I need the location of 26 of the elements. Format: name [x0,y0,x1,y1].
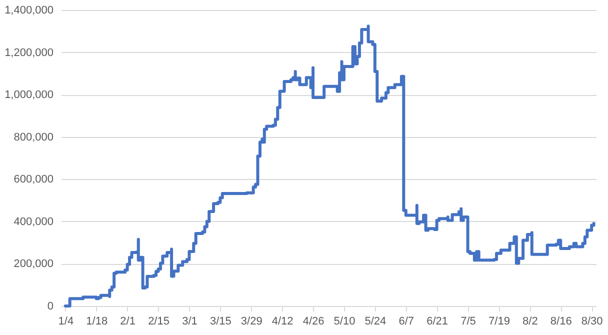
x-tick-label: 8/30 [581,316,603,328]
x-tick-label: 1/4 [58,316,74,328]
x-tick-label: 2/1 [120,316,136,328]
y-tick-label: 1,400,000 [4,4,54,16]
x-tick-label: 3/15 [210,316,232,328]
x-tick-label: 6/7 [398,316,414,328]
y-tick-label: 600,000 [14,174,54,186]
y-tick-label: 1,000,000 [4,89,54,102]
y-tick-label: 800,000 [14,131,54,144]
x-tick-label: 5/24 [364,316,386,328]
x-tick-label: 4/26 [302,316,324,328]
x-tick-label: 1/18 [86,316,108,328]
x-tick-label: 3/29 [240,316,262,328]
x-tick-label: 4/12 [272,316,294,328]
x-tick-label: 7/5 [460,316,476,328]
x-tick-label: 8/16 [550,316,572,328]
y-tick-label: 400,000 [14,216,54,228]
y-tick-label: 1,200,000 [4,46,54,59]
x-tick-label: 3/1 [182,316,198,328]
x-tick-label: 6/21 [426,316,448,328]
x-tick-label: 8/2 [522,316,538,328]
x-tick-label: 2/15 [148,316,170,328]
x-tick-label: 5/10 [334,316,356,328]
x-tick-label: 7/19 [488,316,510,328]
y-tick-label: 0 [47,300,54,312]
y-tick-label: 200,000 [14,258,54,270]
